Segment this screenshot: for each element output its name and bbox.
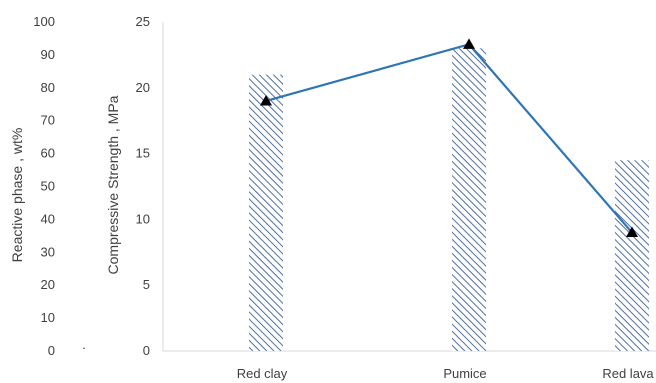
right-tick-label: 20 xyxy=(136,80,150,95)
marker-red-clay xyxy=(260,94,272,106)
left-tick-label: 40 xyxy=(41,211,55,226)
right-axis-ticks: 0 5 10 15 20 25 xyxy=(136,14,150,358)
left-tick-label: 80 xyxy=(41,80,55,95)
left-axis-marker: · xyxy=(82,340,86,355)
left-axis-title: Reactive phase , wt% xyxy=(9,128,25,263)
right-tick-label: 15 xyxy=(136,146,150,161)
marker-red-lava xyxy=(626,226,638,238)
x-axis-ticks: Red clay Pumice Red lava xyxy=(237,366,655,381)
right-tick-label: 10 xyxy=(136,211,150,226)
left-tick-label: 20 xyxy=(41,277,55,292)
x-tick-label: Red lava xyxy=(602,366,654,381)
left-tick-label: 70 xyxy=(41,113,55,128)
left-axis-ticks: 0 10 20 30 40 50 60 70 80 90 100 xyxy=(33,14,55,358)
x-tick-label: Red clay xyxy=(237,366,288,381)
left-tick-label: 0 xyxy=(48,343,55,358)
bar-red-lava xyxy=(615,160,649,351)
right-axis-title: Compressive Strength , MPa xyxy=(105,95,121,274)
bar-pumice xyxy=(452,48,486,351)
left-tick-label: 30 xyxy=(41,244,55,259)
strength-line xyxy=(265,43,633,234)
bar-series xyxy=(249,48,649,351)
line-series xyxy=(260,38,638,238)
marker-pumice xyxy=(463,38,475,49)
left-tick-label: 10 xyxy=(41,310,55,325)
left-tick-label: 100 xyxy=(33,14,55,29)
right-tick-label: 25 xyxy=(136,14,150,29)
bar-red-clay xyxy=(249,74,283,351)
right-tick-label: 5 xyxy=(143,277,150,292)
left-tick-label: 50 xyxy=(41,179,55,194)
left-tick-label: 90 xyxy=(41,47,55,62)
left-tick-label: 60 xyxy=(41,146,55,161)
right-tick-label: 0 xyxy=(143,343,150,358)
x-tick-label: Pumice xyxy=(443,366,486,381)
